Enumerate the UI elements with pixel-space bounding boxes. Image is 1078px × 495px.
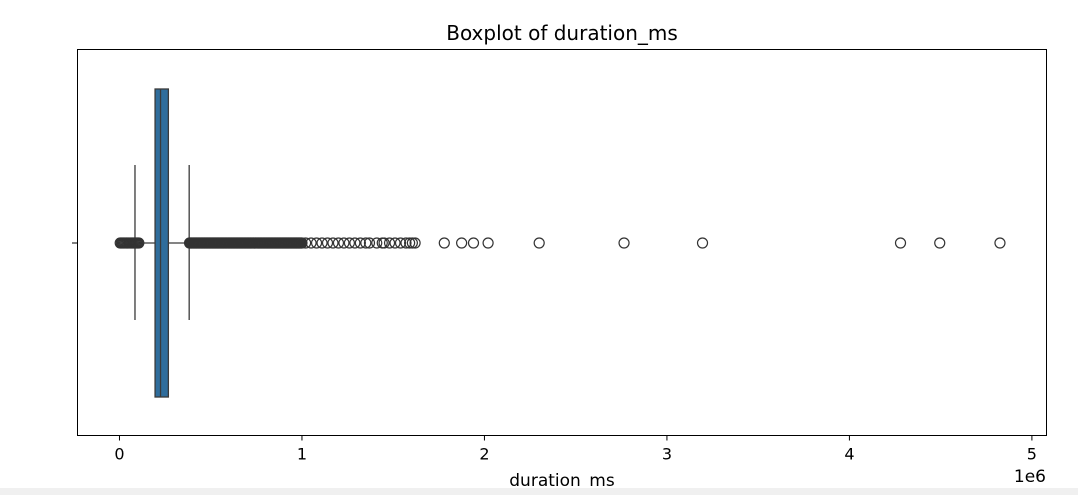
x-axis: 0 1 2 3 4 5 bbox=[114, 435, 1037, 464]
x-axis-offset-label: 1e6 bbox=[1014, 467, 1046, 487]
outlier-point bbox=[360, 237, 372, 249]
x-tick-label: 4 bbox=[844, 445, 854, 464]
x-tick-label: 5 bbox=[1027, 445, 1037, 464]
outlier-point bbox=[406, 237, 418, 249]
outlier-point bbox=[389, 237, 401, 249]
outlier-point bbox=[371, 237, 383, 249]
outlier-point bbox=[618, 237, 630, 249]
outlier-point bbox=[378, 237, 390, 249]
outlier-point bbox=[343, 237, 356, 249]
outlier-point bbox=[994, 237, 1006, 249]
outlier-point bbox=[533, 237, 545, 249]
outlier-point bbox=[438, 237, 450, 249]
x-tick-label: 2 bbox=[479, 445, 489, 464]
window-bottom-strip bbox=[0, 488, 1078, 495]
outlier-point bbox=[296, 237, 308, 249]
chart-title: Boxplot of duration_ms bbox=[446, 21, 678, 45]
outlier-point bbox=[467, 237, 480, 249]
iqr-box bbox=[154, 88, 170, 398]
outlier-point bbox=[383, 237, 396, 249]
outlier-point bbox=[354, 237, 366, 249]
outlier-points bbox=[114, 237, 1006, 249]
outlier-point bbox=[316, 237, 328, 249]
outlier-point bbox=[894, 237, 907, 249]
outlier-point bbox=[349, 237, 361, 249]
x-tick-label: 3 bbox=[662, 445, 672, 464]
boxplot bbox=[134, 88, 190, 398]
outlier-point bbox=[482, 237, 494, 249]
outlier-point bbox=[394, 237, 407, 249]
outlier-point bbox=[696, 237, 709, 249]
outlier-point bbox=[400, 237, 412, 249]
x-tick-label: 1 bbox=[297, 445, 307, 464]
x-tick-label: 0 bbox=[114, 445, 124, 464]
outlier-point bbox=[332, 237, 345, 249]
outlier-point bbox=[310, 237, 323, 249]
outlier-point bbox=[327, 237, 339, 249]
outlier-point bbox=[456, 237, 468, 249]
outlier-point bbox=[300, 237, 312, 249]
outlier-point bbox=[305, 237, 317, 249]
outlier-point bbox=[409, 237, 421, 249]
outlier-point bbox=[363, 237, 376, 249]
x-axis-label: duration_ms bbox=[509, 471, 615, 491]
outlier-point bbox=[321, 237, 334, 249]
outlier-point bbox=[404, 237, 416, 249]
outlier-point bbox=[338, 237, 350, 249]
outlier-point bbox=[133, 237, 145, 249]
outlier-point bbox=[934, 237, 946, 249]
